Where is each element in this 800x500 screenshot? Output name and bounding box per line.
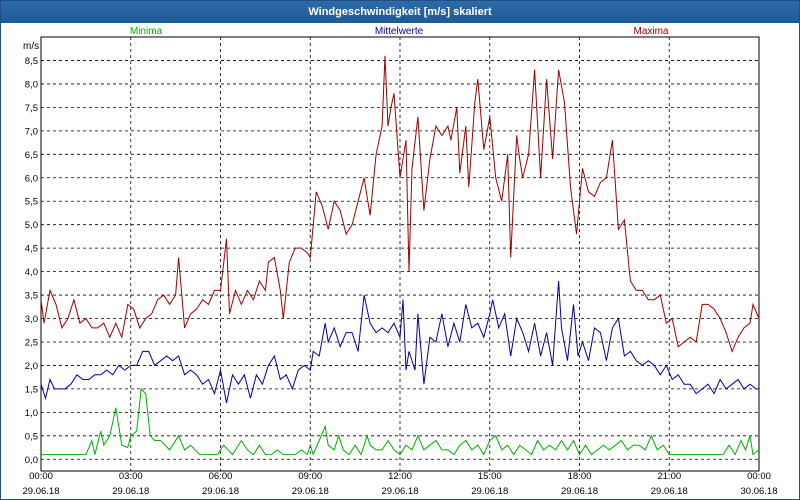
x-tick-time: 00:00 xyxy=(747,471,771,482)
legend: Minima Mittelwerte Maxima xyxy=(130,26,669,37)
x-tick-time: 12:00 xyxy=(388,471,412,482)
y-tick-label: 1,0 xyxy=(25,408,38,419)
x-axis-ticks: 00:00 29.06.18 03:00 29.06.18 06:00 29.06.18 0… xyxy=(23,471,778,497)
series-line-maxima xyxy=(40,55,760,353)
x-tick-time: 18:00 xyxy=(568,471,592,482)
x-tick-date: 29.06.18 xyxy=(471,486,508,497)
series-group xyxy=(40,55,760,457)
series-line-mittelwerte xyxy=(40,280,759,404)
series-line-minima xyxy=(41,387,760,457)
x-tick-date: 29.06.18 xyxy=(112,486,149,497)
y-tick-label: 6,0 xyxy=(25,173,38,184)
y-tick-label: 1,5 xyxy=(25,384,38,395)
y-tick-label: 2,5 xyxy=(25,337,38,348)
x-tick-date: 30.06.18 xyxy=(741,486,778,497)
y-tick-label: 8,5 xyxy=(25,56,38,67)
legend-minima: Minima xyxy=(130,26,163,37)
x-tick-time: 03:00 xyxy=(119,471,143,482)
y-tick-label: 4,0 xyxy=(25,267,38,278)
y-tick-label: 3,5 xyxy=(25,291,38,302)
y-tick-label: 8,0 xyxy=(25,79,38,90)
wind-speed-chart: Minima Mittelwerte Maxima m/s 0,0 0,5 1,0 1,5… xyxy=(23,26,778,497)
x-tick-time: 15:00 xyxy=(478,471,502,482)
y-tick-label: 0,0 xyxy=(25,455,38,466)
y-axis-ticks: 0,0 0,5 1,0 1,5 2,0 2,5 3,0 3,5 4,0 4,5 5,0 5,5 6,0 6… xyxy=(25,56,38,466)
x-tick-time: 00:00 xyxy=(29,471,53,482)
legend-maxima: Maxima xyxy=(633,26,668,37)
x-tick-time: 09:00 xyxy=(298,471,322,482)
x-tick-time: 21:00 xyxy=(657,471,681,482)
y-axis-label: m/s xyxy=(23,41,39,52)
x-tick-time: 06:00 xyxy=(209,471,233,482)
grid xyxy=(41,37,759,471)
y-tick-label: 5,5 xyxy=(25,197,38,208)
y-tick-label: 5,0 xyxy=(25,220,38,231)
y-tick-label: 3,0 xyxy=(25,314,38,325)
x-tick-date: 29.06.18 xyxy=(651,486,688,497)
y-tick-label: 4,5 xyxy=(25,244,38,255)
legend-mittelwerte: Mittelwerte xyxy=(375,26,424,37)
y-tick-label: 6,5 xyxy=(25,150,38,161)
x-tick-date: 29.06.18 xyxy=(292,486,329,497)
x-tick-date: 29.06.18 xyxy=(561,486,598,497)
x-tick-date: 29.06.18 xyxy=(382,486,419,497)
x-tick-date: 29.06.18 xyxy=(202,486,239,497)
y-tick-label: 0,5 xyxy=(25,431,38,442)
x-tick-date: 29.06.18 xyxy=(23,486,60,497)
y-tick-label: 7,5 xyxy=(25,103,38,114)
y-tick-label: 2,0 xyxy=(25,361,38,372)
y-tick-label: 7,0 xyxy=(25,126,38,137)
title-bar: Windgeschwindigkeit [m/s] skaliert xyxy=(1,1,799,23)
